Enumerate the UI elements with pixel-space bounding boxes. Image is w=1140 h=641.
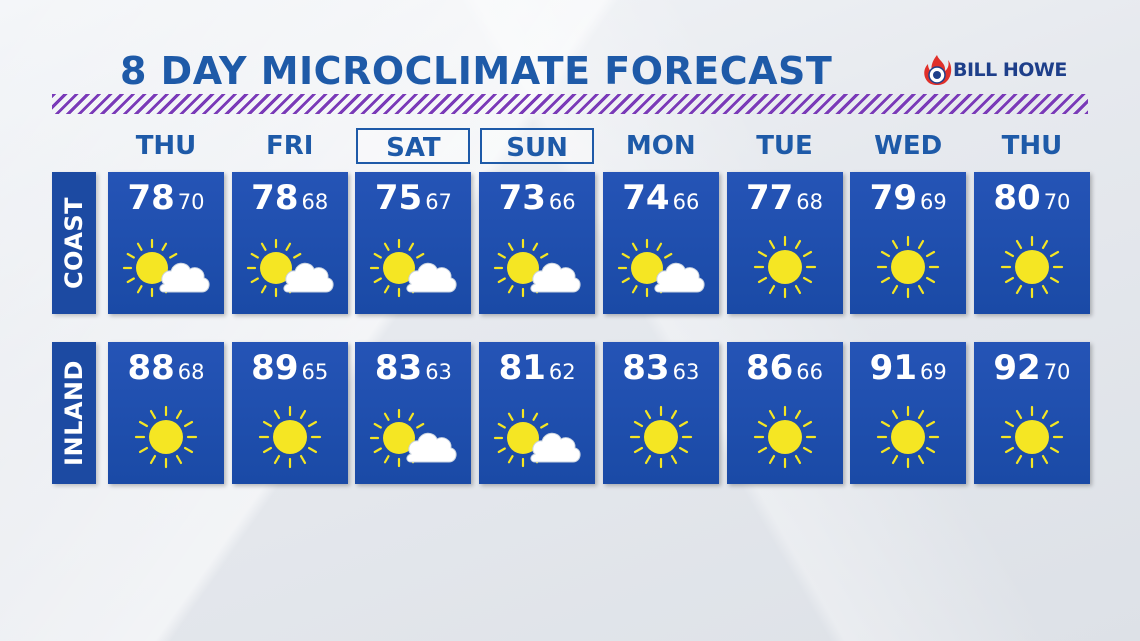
low-temp: 68 bbox=[177, 360, 205, 384]
day-header-fri: FRI bbox=[265, 131, 314, 161]
low-temp: 66 bbox=[672, 190, 700, 214]
forecast-tile: 74 66 bbox=[602, 172, 719, 314]
low-temp: 68 bbox=[301, 190, 329, 214]
sunny-icon bbox=[753, 235, 816, 299]
row-label-coast: COAST bbox=[52, 172, 96, 314]
low-temp: 68 bbox=[796, 190, 824, 214]
day-header-tue: TUE bbox=[756, 131, 813, 161]
row-label-text: COAST bbox=[60, 196, 89, 290]
low-temp: 70 bbox=[1043, 360, 1071, 384]
high-temp: 74 bbox=[622, 178, 670, 218]
low-temp: 67 bbox=[425, 190, 452, 214]
forecast-tile: 83 63 bbox=[602, 342, 719, 484]
low-temp: 62 bbox=[548, 360, 576, 384]
temperature-pair: 92 70 bbox=[974, 348, 1090, 388]
low-temp: 66 bbox=[796, 360, 824, 384]
forecast-tile: 88 68 bbox=[108, 342, 224, 484]
temperature-pair: 83 63 bbox=[603, 348, 719, 388]
row-label-text: INLAND bbox=[60, 360, 89, 466]
high-temp: 92 bbox=[993, 348, 1041, 388]
high-temp: 73 bbox=[498, 178, 546, 218]
temperature-pair: 74 66 bbox=[603, 178, 719, 218]
day-header-thu: THU bbox=[135, 131, 197, 161]
high-temp: 88 bbox=[127, 348, 175, 388]
page-title: 8 DAY MICROCLIMATE FORECAST bbox=[120, 49, 833, 93]
partly-cloudy-icon bbox=[246, 238, 334, 298]
partly-cloudy-icon bbox=[493, 408, 581, 468]
high-temp: 83 bbox=[622, 348, 670, 388]
sunny-icon bbox=[258, 405, 321, 469]
temperature-pair: 91 69 bbox=[850, 348, 966, 388]
sunny-icon bbox=[877, 405, 940, 469]
low-temp: 66 bbox=[548, 190, 576, 214]
temperature-pair: 86 66 bbox=[727, 348, 843, 388]
sunny-icon bbox=[1000, 235, 1063, 299]
forecast-tile: 89 65 bbox=[231, 342, 348, 484]
low-temp: 65 bbox=[301, 360, 329, 384]
forecast-tile: 83 63 bbox=[355, 342, 472, 484]
sunny-icon bbox=[1000, 405, 1063, 469]
flame-icon bbox=[924, 55, 952, 85]
temperature-pair: 83 63 bbox=[355, 348, 471, 388]
day-header-sat: SAT bbox=[356, 128, 471, 164]
high-temp: 80 bbox=[993, 178, 1041, 218]
high-temp: 78 bbox=[127, 178, 175, 218]
sunny-icon bbox=[629, 405, 692, 469]
title-divider bbox=[52, 94, 1088, 114]
partly-cloudy-icon bbox=[617, 238, 705, 298]
temperature-pair: 88 68 bbox=[108, 348, 224, 388]
high-temp: 78 bbox=[251, 178, 299, 218]
low-temp: 63 bbox=[672, 360, 700, 384]
row-label-inland: INLAND bbox=[52, 342, 96, 484]
forecast-tile: 78 68 bbox=[231, 172, 348, 314]
low-temp: 69 bbox=[919, 360, 947, 384]
high-temp: 89 bbox=[251, 348, 299, 388]
forecast-tile: 91 69 bbox=[850, 342, 967, 484]
sunny-icon bbox=[134, 405, 198, 469]
forecast-tile: 75 67 bbox=[355, 172, 472, 314]
forecast-tile: 92 70 bbox=[973, 342, 1090, 484]
sponsor-name: BILL HOWE bbox=[953, 59, 1067, 81]
temperature-pair: 73 66 bbox=[479, 178, 595, 218]
forecast-tile: 86 66 bbox=[726, 342, 843, 484]
day-header-mon: MON bbox=[625, 131, 696, 161]
temperature-pair: 81 62 bbox=[479, 348, 595, 388]
forecast-tile: 79 69 bbox=[850, 172, 967, 314]
low-temp: 63 bbox=[425, 360, 452, 384]
high-temp: 77 bbox=[745, 178, 794, 218]
temperature-pair: 77 68 bbox=[727, 178, 843, 218]
temperature-pair: 78 70 bbox=[108, 178, 224, 218]
low-temp: 69 bbox=[919, 190, 947, 214]
forecast-tile: 81 62 bbox=[479, 342, 596, 484]
partly-cloudy-icon bbox=[493, 238, 581, 298]
sponsor-logo: BILL HOWE bbox=[922, 52, 1082, 88]
temperature-pair: 75 67 bbox=[355, 178, 471, 218]
partly-cloudy-icon bbox=[370, 238, 457, 298]
high-temp: 86 bbox=[745, 348, 794, 388]
high-temp: 81 bbox=[498, 348, 546, 388]
forecast-tile: 73 66 bbox=[479, 172, 596, 314]
high-temp: 79 bbox=[869, 178, 917, 218]
temperature-pair: 80 70 bbox=[974, 178, 1090, 218]
high-temp: 75 bbox=[374, 178, 423, 218]
forecast-tile: 80 70 bbox=[973, 172, 1090, 314]
temperature-pair: 89 65 bbox=[232, 348, 348, 388]
sunny-icon bbox=[753, 405, 816, 469]
high-temp: 83 bbox=[374, 348, 423, 388]
day-header-sun: SUN bbox=[480, 128, 595, 164]
partly-cloudy-icon bbox=[122, 238, 210, 298]
temperature-pair: 78 68 bbox=[232, 178, 348, 218]
day-header-wed: WED bbox=[874, 131, 943, 161]
high-temp: 91 bbox=[869, 348, 917, 388]
forecast-tile: 78 70 bbox=[108, 172, 224, 314]
low-temp: 70 bbox=[1043, 190, 1071, 214]
partly-cloudy-icon bbox=[370, 408, 457, 468]
temperature-pair: 79 69 bbox=[850, 178, 966, 218]
low-temp: 70 bbox=[177, 190, 205, 214]
forecast-tile: 77 68 bbox=[726, 172, 843, 314]
sunny-icon bbox=[877, 235, 940, 299]
day-header-thu: THU bbox=[1001, 131, 1063, 161]
